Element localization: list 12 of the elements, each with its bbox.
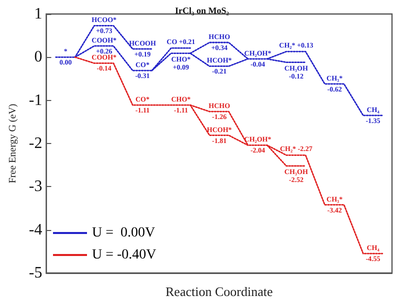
y-axis-title: Free Energy G (eV) — [8, 104, 18, 184]
y-tick-label: -4 — [28, 221, 42, 238]
y-tick-label: -1 — [28, 92, 42, 109]
x-axis-title: Reaction Coordinate — [166, 284, 273, 299]
legend-label: U = -0.40V — [92, 248, 156, 262]
chart-title: IrCl₃ on MoS₂ — [175, 6, 230, 16]
y-tick-label: -3 — [28, 178, 42, 196]
y-tick-label: -5 — [28, 264, 42, 282]
y-tick-label: 0 — [34, 48, 42, 66]
y-tick-label: 1 — [34, 6, 42, 22]
legend-label: U = 0.00V — [92, 226, 156, 240]
y-tick-label: -2 — [28, 135, 42, 152]
